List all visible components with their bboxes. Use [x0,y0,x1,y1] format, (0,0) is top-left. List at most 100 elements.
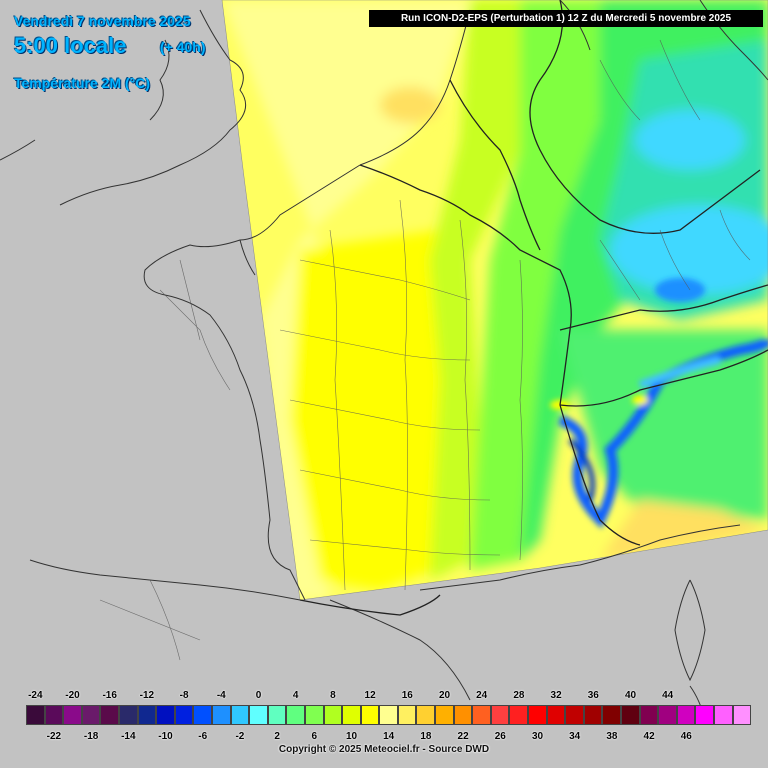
border-belgium-netherlands-germany [449,79,541,251]
legend-swatch [304,705,324,725]
legend-tick-label: 16 [401,690,413,701]
legend-swatch [602,705,621,725]
legend-tick-label: 42 [643,731,655,742]
legend-swatch [193,705,212,725]
legend-tick-label: 14 [383,731,395,742]
legend-tick-label: -4 [216,690,226,701]
borders [299,0,768,616]
legend-swatch [509,705,529,725]
legend-swatch [81,705,101,725]
legend-tick-label: -22 [46,731,62,742]
border-france-italy [559,404,641,546]
legend-swatch [658,705,677,725]
legend-tick-label: 22 [457,731,469,742]
legend-swatch [342,705,361,725]
legend-tick-label: 4 [292,690,299,701]
legend-tick-label: -12 [139,690,155,701]
legend-tick-label: -24 [28,690,43,701]
border-pyrenees [299,594,441,616]
parameter-label: Température 2M (°C) [14,75,151,91]
legend-swatch [26,705,45,725]
legend-swatch [286,705,305,725]
legend-swatch [676,705,696,725]
legend-tick-label: 38 [606,731,618,742]
legend-tick-label: 24 [476,690,488,701]
legend-tick-label: 40 [624,690,637,701]
coast-mediterranean [329,524,741,701]
coast-france-atlantic [143,164,361,601]
model-domain-edge [221,0,768,601]
legend-swatch [100,705,119,725]
legend-tick-label: 32 [550,690,562,701]
legend-swatch [528,705,547,725]
legend-tick-label: -14 [121,731,136,742]
legend-tick-label: 8 [330,690,336,701]
legend-swatch [565,705,584,725]
legend-tick-label: 20 [438,690,451,701]
legend-swatch [397,705,417,725]
legend-swatch [211,705,231,725]
legend-swatch [621,705,640,725]
legend-tick-label: -10 [158,731,173,742]
legend-swatch [137,705,157,725]
coast-great-britain [59,9,247,206]
color-legend: -24 -20 -16 -12 -8 -4 0 4 8 12 16 20 24 28 32 36 40 44 -2… [0,686,768,768]
legend-swatch [453,705,473,725]
legend-tick-label: 28 [513,690,525,701]
legend-swatch [472,705,491,725]
legend-swatch [174,705,194,725]
forecast-date: Vendredi 7 novembre 2025 [14,13,191,29]
legend-swatch [230,705,250,725]
legend-swatch [713,705,733,725]
legend-swatches [26,705,752,725]
border-france-belgium-germany [359,164,572,406]
forecast-lead-time: (+ 40h) [160,39,206,55]
legend-tick-label: -20 [65,690,80,701]
legend-tick-label: -6 [198,731,208,742]
legend-swatch [323,705,343,725]
legend-swatch [118,705,138,725]
legend-swatch [360,705,380,725]
legend-tick-label: 34 [569,731,581,742]
border-switzerland [559,284,768,407]
legend-tick-label: 46 [680,731,692,742]
legend-swatch [416,705,436,725]
legend-tick-label: 26 [494,731,506,742]
regional-borders [99,39,751,661]
legend-swatch [44,705,64,725]
legend-swatch [583,705,603,725]
legend-tick-label: 6 [311,731,318,742]
copyright-text: Copyright © 2025 Meteociel.fr - Source D… [278,744,490,755]
legend-tick-label: 12 [364,690,376,701]
legend-tick-label: 30 [531,731,544,742]
forecast-time: 5:00 locale [14,33,127,58]
legend-tick-label: 2 [274,731,280,742]
legend-tick-label: 10 [345,731,358,742]
legend-swatch [156,705,175,725]
legend-tick-label: -8 [179,690,189,701]
legend-swatch [435,705,454,725]
coast-benelux [359,9,471,166]
legend-swatch [379,705,398,725]
legend-swatch [695,705,714,725]
border-germany-east [529,0,761,234]
legend-swatch [267,705,287,725]
legend-swatch [490,705,510,725]
legend-swatch [639,705,659,725]
legend-tick-label: 0 [255,690,262,701]
coast-iberia [29,559,301,601]
legend-swatch [732,705,752,725]
model-run-label: Run ICON-D2-EPS (Perturbation 1) 12 Z du… [369,10,763,27]
legend-swatch [249,705,268,725]
legend-swatch [63,705,82,725]
legend-tick-label: 36 [587,690,599,701]
legend-tick-label: -16 [102,690,117,701]
legend-tick-label: -2 [235,731,245,742]
legend-tick-label: -18 [83,731,99,742]
legend-swatch [546,705,566,725]
coast-corsica [674,579,706,682]
legend-tick-label: 18 [420,731,432,742]
legend-tick-label: 44 [662,690,674,701]
